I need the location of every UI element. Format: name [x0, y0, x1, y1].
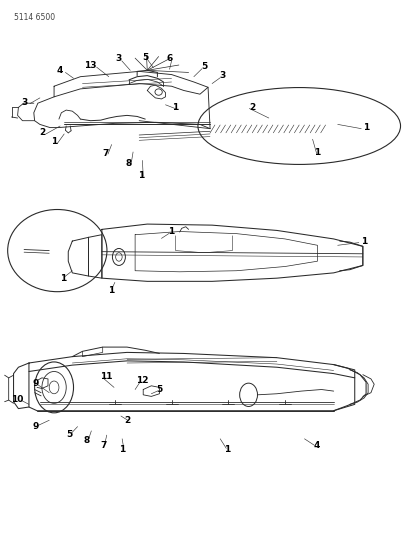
Text: 1: 1 — [51, 138, 57, 147]
Text: 2: 2 — [250, 103, 256, 112]
Text: 3: 3 — [22, 98, 28, 107]
Text: 5: 5 — [156, 385, 162, 394]
Text: 11: 11 — [100, 372, 112, 381]
Text: 3: 3 — [219, 71, 225, 80]
Text: 1: 1 — [363, 123, 369, 132]
Text: 9: 9 — [33, 422, 39, 431]
Text: 7: 7 — [103, 149, 109, 158]
Text: 5: 5 — [142, 53, 149, 62]
Text: 4: 4 — [57, 66, 63, 75]
Text: 5: 5 — [67, 430, 73, 439]
Text: 6: 6 — [166, 54, 173, 63]
Text: 8: 8 — [83, 436, 90, 445]
Text: 1: 1 — [108, 286, 114, 295]
Text: 9: 9 — [33, 378, 39, 387]
Text: 1: 1 — [138, 171, 144, 180]
Text: 1: 1 — [361, 237, 367, 246]
Text: 12: 12 — [136, 376, 149, 385]
Text: 13: 13 — [84, 61, 97, 69]
Text: 2: 2 — [124, 416, 130, 425]
Text: 1: 1 — [169, 227, 175, 236]
Text: 1: 1 — [173, 103, 179, 112]
Text: 2: 2 — [39, 128, 45, 137]
Text: 7: 7 — [100, 441, 107, 450]
Text: 3: 3 — [116, 54, 122, 63]
Text: 1: 1 — [60, 273, 66, 282]
Text: 5114 6500: 5114 6500 — [13, 13, 55, 22]
Text: 1: 1 — [314, 148, 321, 157]
Text: 8: 8 — [126, 159, 132, 167]
Text: 10: 10 — [11, 394, 24, 403]
Text: 4: 4 — [313, 441, 320, 450]
Text: 1: 1 — [119, 445, 125, 454]
Text: 5: 5 — [201, 62, 207, 71]
Text: 1: 1 — [224, 445, 231, 454]
